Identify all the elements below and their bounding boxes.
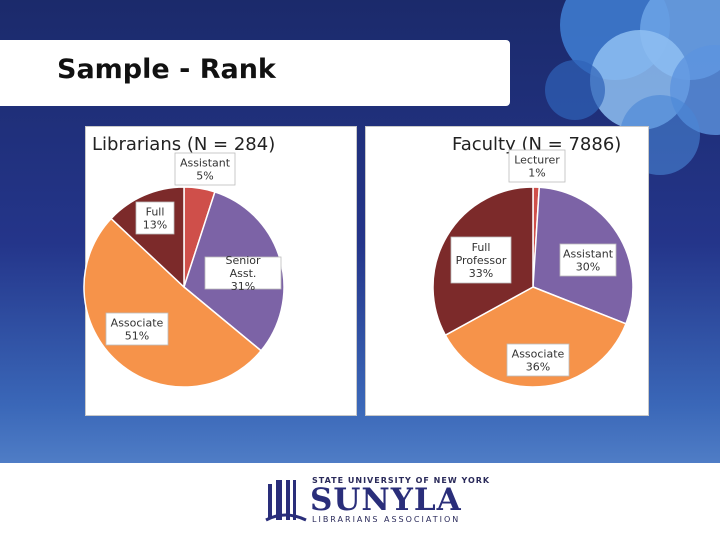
logo-sub-line: LIBRARIANS ASSOCIATION	[312, 515, 461, 524]
slice-value-label: 5%	[196, 170, 213, 183]
logo-top-line: STATE UNIVERSITY OF NEW YORK	[312, 476, 491, 485]
slice-category-label: Full	[472, 241, 491, 254]
slice-category-label: Associate	[512, 348, 565, 361]
title-box	[0, 40, 510, 106]
slice-category-label: Assistant	[180, 157, 231, 170]
slice-category-label: Professor	[456, 254, 507, 267]
slice-category-label: Asst.	[230, 267, 257, 280]
slice-category-label: Associate	[111, 317, 164, 330]
slice-value-label: 31%	[231, 280, 255, 293]
slice-value-label: 13%	[143, 219, 167, 232]
slice-category-label: Senior	[225, 254, 261, 267]
slice-category-label: Lecturer	[514, 154, 560, 167]
faculty-chart-title: Faculty (N = 7886)	[452, 134, 622, 155]
slice-category-label: Assistant	[563, 248, 614, 261]
slice-value-label: 33%	[469, 267, 493, 280]
slice-category-label: Full	[146, 206, 165, 219]
sunyla-logo: STATE UNIVERSITY OF NEW YORK SUNYLA LIBR…	[262, 470, 489, 528]
pie-slice-associate	[444, 286, 627, 388]
slide-title: Sample - Rank	[57, 54, 276, 85]
slice-value-label: 51%	[125, 330, 149, 343]
slice-value-label: 1%	[528, 167, 545, 180]
sunyla-emblem-icon	[265, 480, 307, 522]
decor-bubble	[545, 60, 605, 120]
librarians-chart-title: Librarians (N = 284)	[92, 134, 276, 155]
logo-name: SUNYLA	[310, 482, 462, 518]
footer-band	[0, 463, 720, 540]
slice-value-label: 30%	[576, 261, 600, 274]
slice-value-label: 36%	[526, 361, 550, 374]
